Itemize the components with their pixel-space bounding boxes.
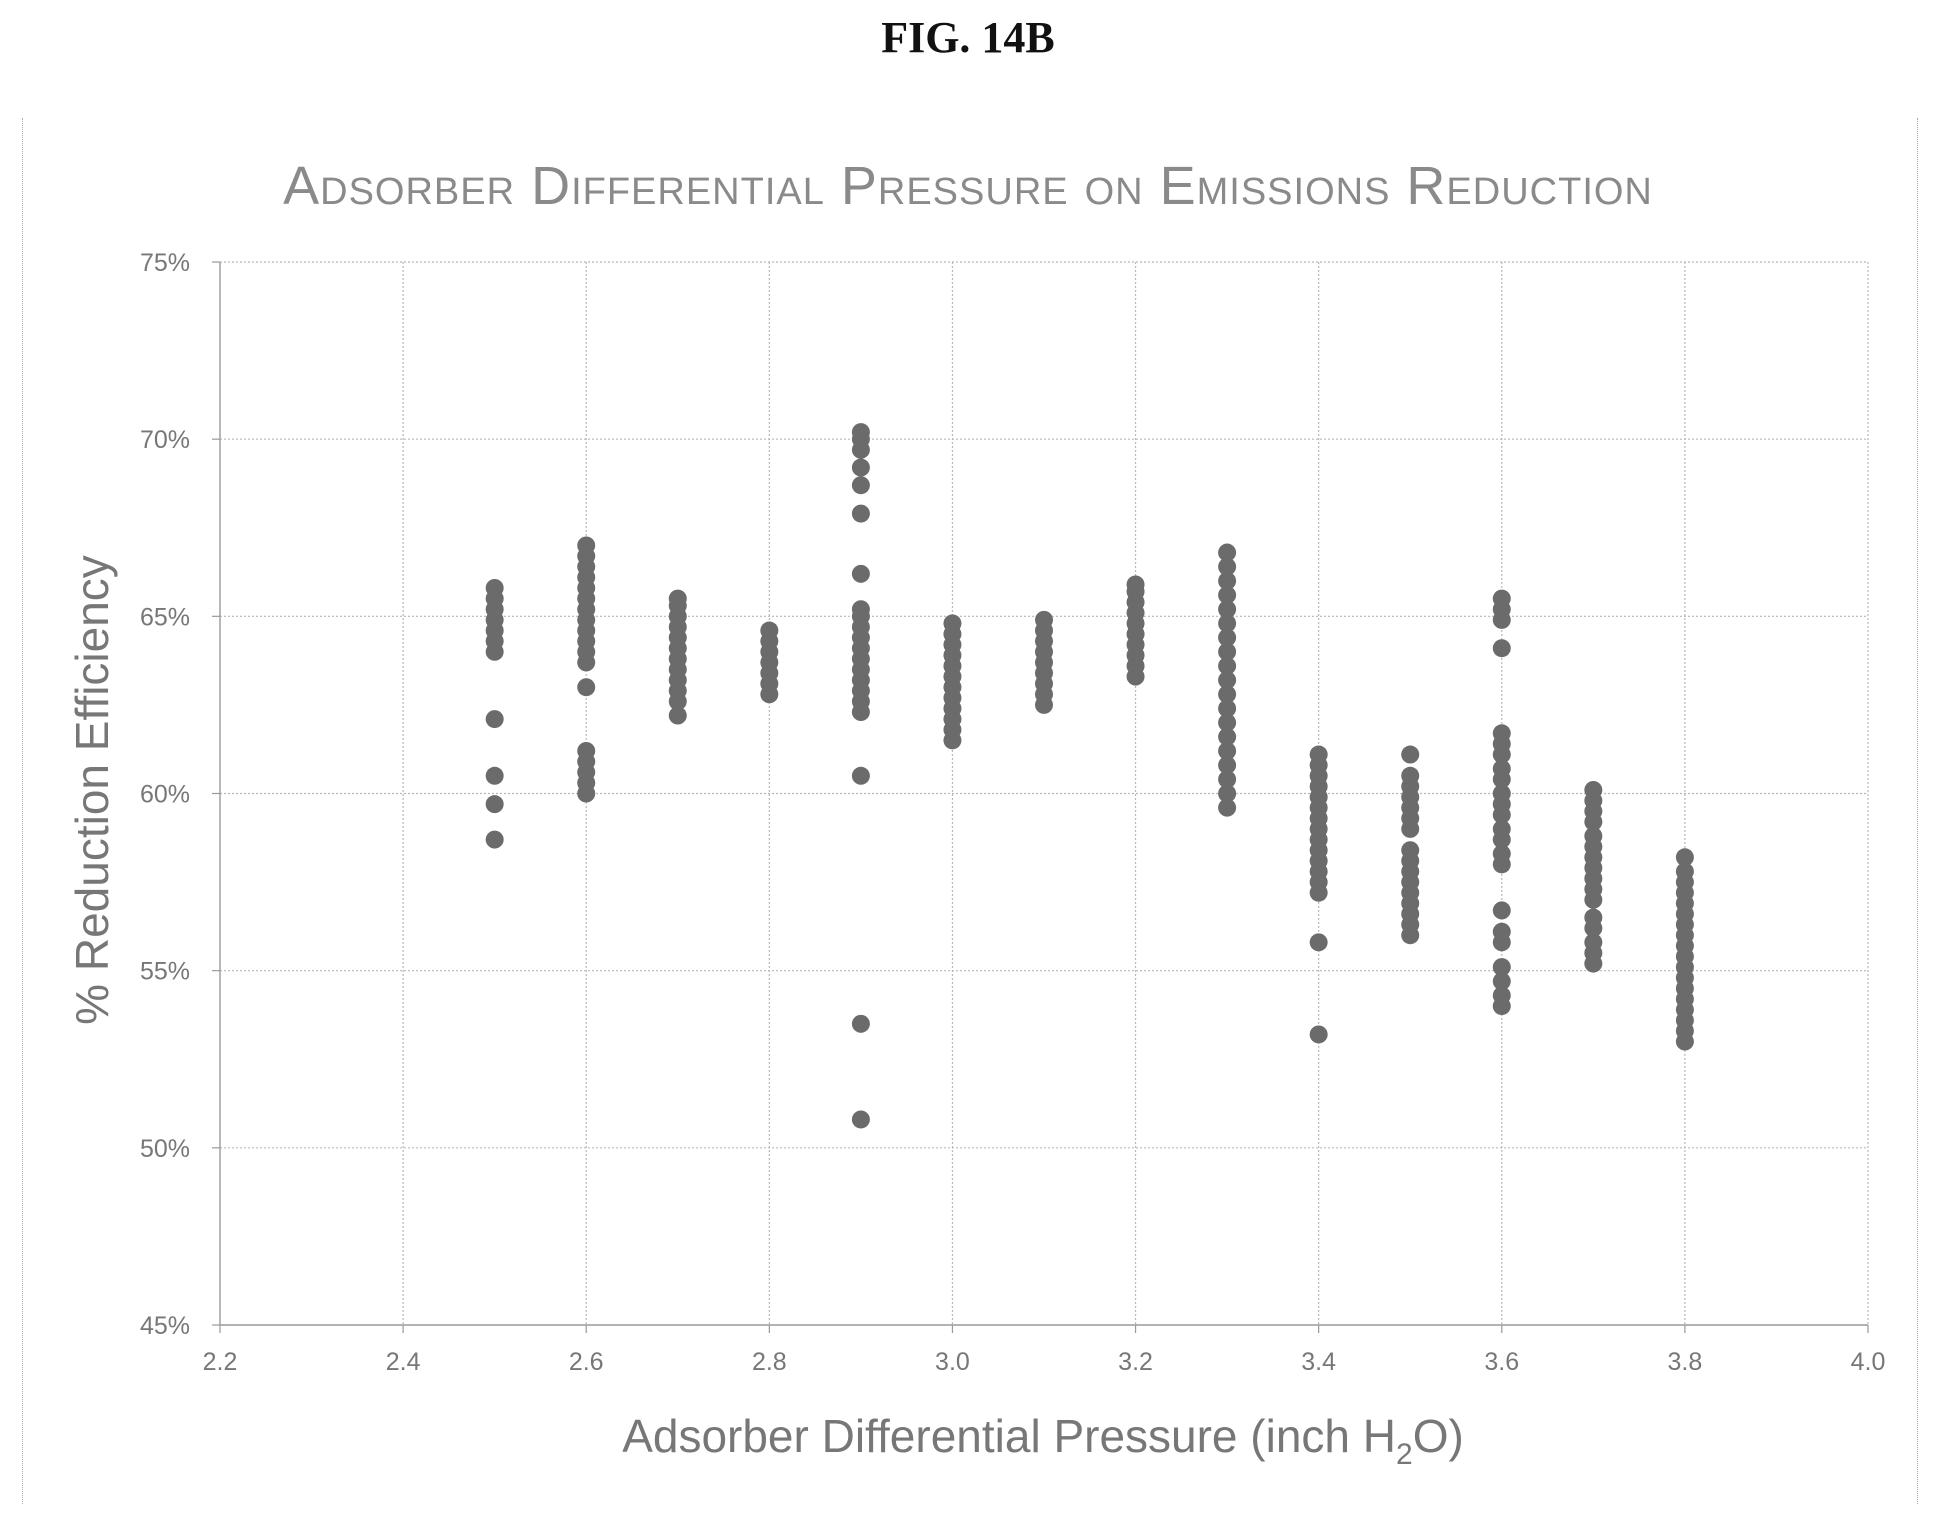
data-point xyxy=(852,1110,870,1128)
data-point xyxy=(1401,746,1419,764)
data-point xyxy=(1584,781,1602,799)
data-point xyxy=(1127,575,1145,593)
data-point xyxy=(486,710,504,728)
x-tick-label: 3.4 xyxy=(1301,1348,1336,1376)
data-point xyxy=(577,536,595,554)
data-point xyxy=(1035,611,1053,629)
y-tick-label: 70% xyxy=(140,426,190,454)
data-point xyxy=(486,579,504,597)
data-point xyxy=(1493,639,1511,657)
data-point xyxy=(852,459,870,477)
x-axis-label: Adsorber Differential Pressure (inch H2O… xyxy=(622,1410,1464,1471)
data-point xyxy=(852,505,870,523)
data-point xyxy=(486,767,504,785)
x-tick-label: 3.6 xyxy=(1484,1348,1519,1376)
data-point xyxy=(1493,958,1511,976)
data-point xyxy=(1310,1025,1328,1043)
x-tick-label: 4.0 xyxy=(1851,1348,1886,1376)
data-point xyxy=(852,476,870,494)
data-point xyxy=(1401,841,1419,859)
data-point xyxy=(486,831,504,849)
data-point xyxy=(577,742,595,760)
data-point xyxy=(1676,848,1694,866)
x-tick-label: 3.0 xyxy=(935,1348,970,1376)
data-point xyxy=(577,678,595,696)
data-point xyxy=(1584,909,1602,927)
x-axis-label-main: Adsorber Differential Pressure (inch H xyxy=(622,1410,1396,1462)
x-tick-label: 2.4 xyxy=(386,1348,421,1376)
x-tick-label: 3.2 xyxy=(1118,1348,1153,1376)
data-points xyxy=(486,423,1694,1128)
data-point xyxy=(852,600,870,618)
x-axis-label-end: O) xyxy=(1413,1410,1464,1462)
data-point xyxy=(1218,544,1236,562)
y-tick-labels: 45% 50% 55% 60% 65% 70% 75% xyxy=(140,249,190,1340)
data-point xyxy=(1401,767,1419,785)
y-axis-label: % Reduction Efficiency xyxy=(66,555,118,1025)
x-tick-label: 2.2 xyxy=(203,1348,238,1376)
x-axis-label-subscript: 2 xyxy=(1396,1438,1413,1471)
axes xyxy=(212,262,1868,1333)
y-tick-label: 55% xyxy=(140,958,190,986)
data-point xyxy=(669,590,687,608)
data-point xyxy=(943,614,961,632)
x-tick-labels: 2.2 2.4 2.6 2.8 3.0 3.2 3.4 3.6 3.8 4.0 xyxy=(203,1348,1886,1376)
data-point xyxy=(1310,933,1328,951)
y-tick-label: 65% xyxy=(140,603,190,631)
data-point xyxy=(852,423,870,441)
data-point xyxy=(1493,923,1511,941)
x-tick-label: 2.8 xyxy=(752,1348,787,1376)
y-tick-label: 45% xyxy=(140,1312,190,1340)
data-point xyxy=(760,622,778,640)
y-tick-label: 60% xyxy=(140,781,190,809)
data-point xyxy=(1493,590,1511,608)
data-point xyxy=(1310,746,1328,764)
data-point xyxy=(1493,901,1511,919)
data-point xyxy=(1493,724,1511,742)
y-tick-label: 50% xyxy=(140,1135,190,1163)
data-point xyxy=(852,565,870,583)
data-point xyxy=(486,795,504,813)
grid-lines xyxy=(220,262,1868,1325)
y-tick-label: 75% xyxy=(140,249,190,277)
data-point xyxy=(852,1015,870,1033)
x-tick-label: 2.6 xyxy=(569,1348,604,1376)
data-point xyxy=(852,767,870,785)
x-tick-label: 3.8 xyxy=(1668,1348,1703,1376)
